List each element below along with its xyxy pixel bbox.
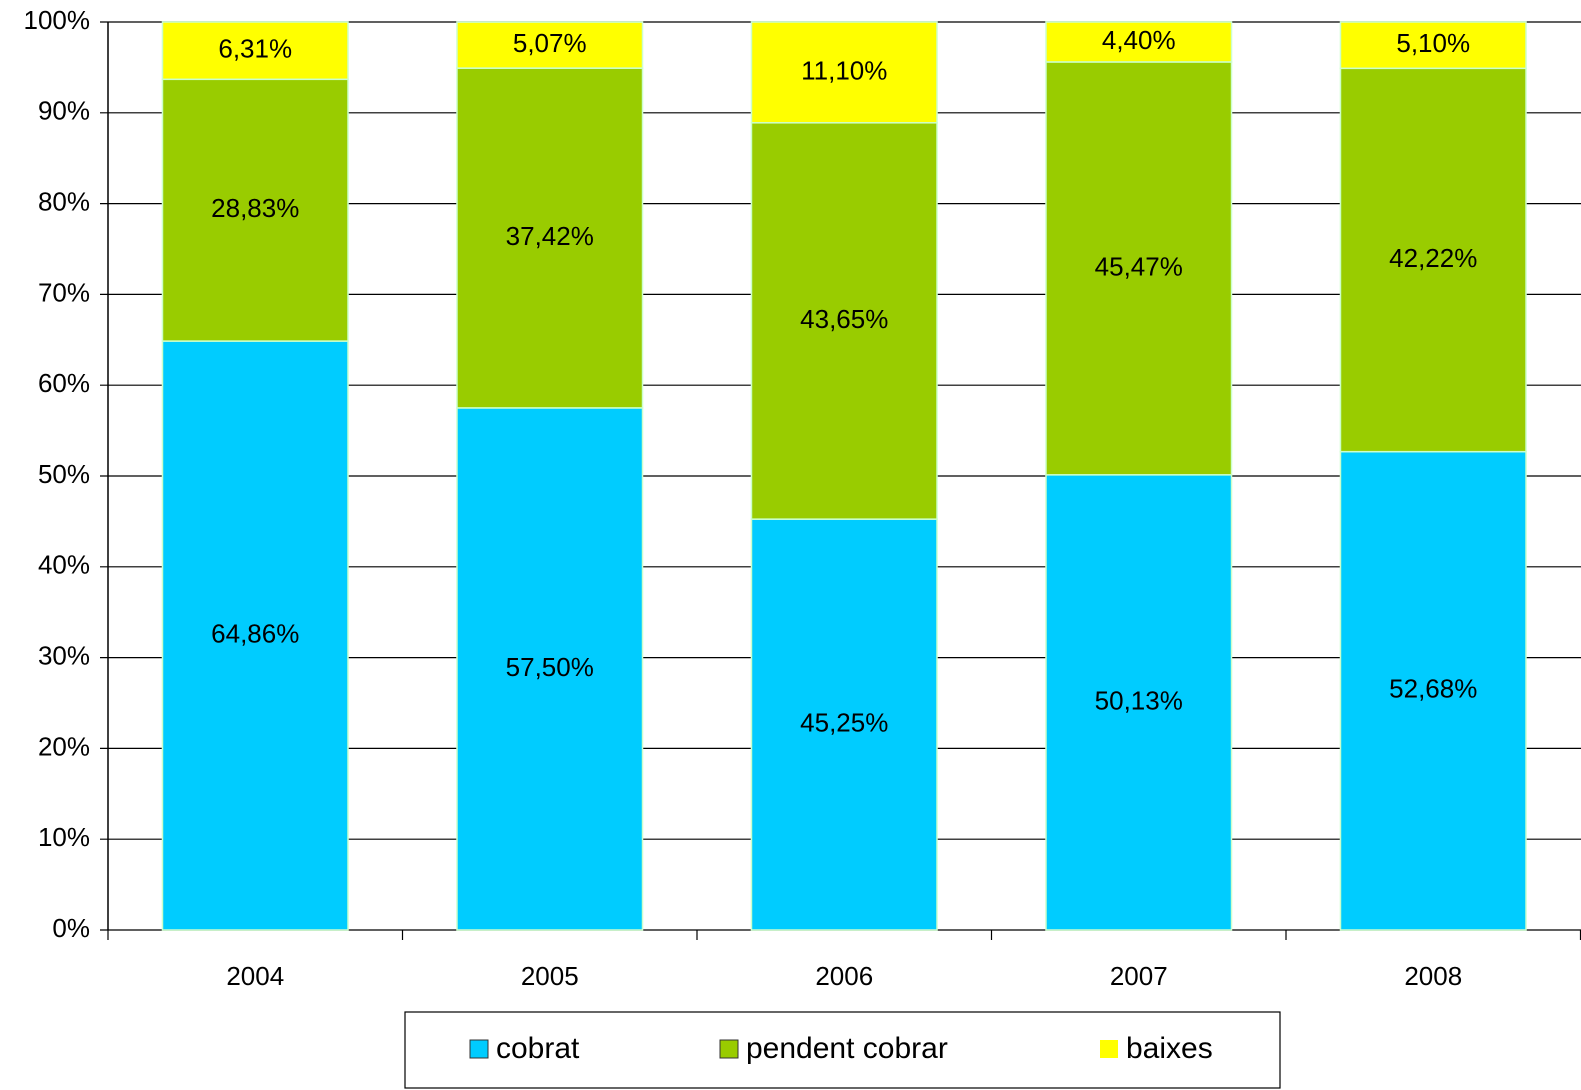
bar-segment <box>1339 450 1527 931</box>
bar-segment <box>1045 61 1233 476</box>
legend-swatch <box>469 1039 489 1059</box>
legend-label: baixes <box>1126 1032 1213 1065</box>
bar-segment <box>456 21 644 69</box>
y-tick-label: 20% <box>38 731 90 761</box>
bar-segment <box>750 518 938 931</box>
x-tick-label: 2006 <box>815 961 873 991</box>
y-tick-label: 30% <box>38 640 90 670</box>
x-tick-label: 2005 <box>521 961 579 991</box>
bar-segment <box>1045 474 1233 931</box>
bar-segment <box>750 21 938 124</box>
data-label: 57,50% <box>506 652 594 682</box>
legend-swatch <box>1100 1040 1118 1058</box>
y-tick-label: 0% <box>52 913 90 943</box>
y-tick-label: 70% <box>38 277 90 307</box>
x-tick-label: 2007 <box>1110 961 1168 991</box>
bar-segment <box>1045 21 1233 63</box>
data-label: 45,25% <box>800 707 888 737</box>
y-tick-label: 80% <box>38 186 90 216</box>
data-label: 28,83% <box>211 193 299 223</box>
bar-segment <box>1339 67 1527 453</box>
data-label: 5,10% <box>1396 28 1470 58</box>
data-label: 64,86% <box>211 618 299 648</box>
bar-segment <box>456 67 644 409</box>
x-tick-label: 2008 <box>1404 961 1462 991</box>
legend-box <box>404 1011 1281 1089</box>
y-tick-label: 40% <box>38 550 90 580</box>
bar-segment <box>750 122 938 520</box>
bar-segment <box>456 407 644 931</box>
y-tick-label: 10% <box>38 822 90 852</box>
data-label: 5,07% <box>513 28 587 58</box>
y-tick-label: 60% <box>38 368 90 398</box>
legend-label: cobrat <box>496 1032 580 1065</box>
data-label: 52,68% <box>1389 674 1477 704</box>
data-label: 11,10% <box>801 55 887 85</box>
bar-segment <box>161 21 349 81</box>
data-label: 37,42% <box>506 221 594 251</box>
legend-label: pendent cobrar <box>746 1032 948 1065</box>
bar-segment <box>1339 21 1527 70</box>
y-tick-label: 90% <box>38 96 90 126</box>
y-tick-label: 50% <box>38 459 90 489</box>
data-label: 6,31% <box>218 34 292 64</box>
data-label: 4,40% <box>1102 25 1176 55</box>
data-label: 50,13% <box>1095 685 1183 715</box>
y-tick-label: 100% <box>24 5 91 35</box>
legend-swatch <box>719 1039 739 1059</box>
x-tick-label: 2004 <box>226 961 284 991</box>
data-label: 45,47% <box>1095 251 1183 281</box>
data-label: 43,65% <box>800 304 888 334</box>
data-label: 42,22% <box>1389 243 1477 273</box>
